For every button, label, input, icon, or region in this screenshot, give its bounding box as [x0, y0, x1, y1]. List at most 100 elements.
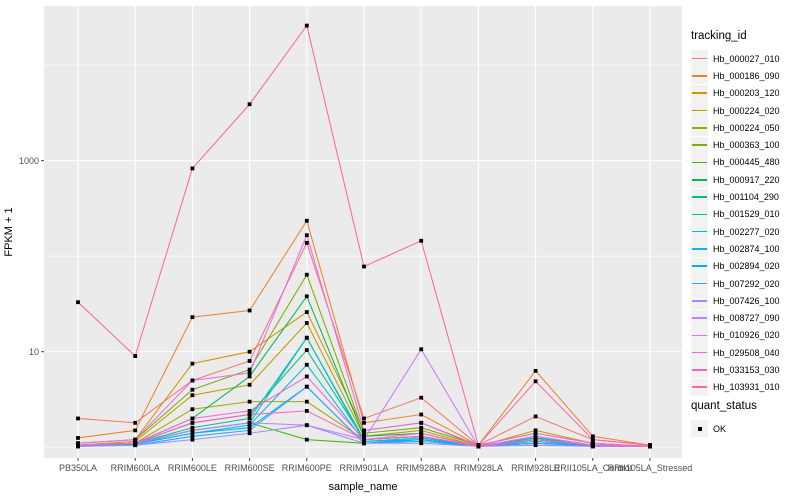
legend-key-Hb_000203_120: [691, 84, 708, 102]
data-point: [362, 428, 366, 433]
data-point: [590, 437, 595, 442]
legend-key-Hb_002277_020: [691, 223, 708, 241]
data-point: [419, 425, 424, 430]
data-point: [133, 420, 138, 425]
data-point: [133, 354, 138, 358]
x-tick-label-RRIM600PE: RRIM600PE: [281, 463, 332, 473]
legend-item-Hb_007292_020: Hb_007292_020: [691, 275, 799, 292]
legend-item-Hb_010926_020: Hb_010926_020: [691, 326, 799, 344]
data-point: [247, 408, 252, 413]
data-point: [304, 240, 309, 245]
x-tick-label-RRII105LA_Control: RRII105LA_Control: [553, 463, 632, 473]
data-point: [247, 370, 252, 375]
data-point: [247, 428, 252, 433]
line-swatch-icon: [692, 386, 707, 389]
legend-key-Hb_001104_290: [691, 188, 708, 206]
legend-item-Hb_000203_120: Hb_000203_120: [691, 84, 799, 102]
data-point: [76, 436, 80, 440]
data-point: [304, 399, 309, 404]
data-point: [304, 321, 309, 325]
data-point: [76, 416, 80, 421]
legend-item-Hb_002894_020: Hb_002894_020: [691, 257, 799, 275]
line-swatch-icon: [692, 178, 707, 181]
legend-quant-status-title: quant_status: [691, 400, 757, 412]
legend-item-label: Hb_000224_050: [713, 122, 780, 133]
legend-key-Hb_103931_010: [691, 378, 708, 396]
legend-item-label: Hb_007426_100: [713, 295, 780, 306]
legend-tracking-id-title: tracking_id: [691, 30, 747, 42]
data-point: [304, 233, 309, 238]
data-point: [190, 315, 195, 320]
legend-item-label: Hb_001104_290: [713, 192, 779, 203]
x-tick-label-RRIM600LA: RRIM600LA: [110, 463, 160, 473]
data-point: [362, 437, 366, 442]
legend-item-label: Hb_000917_220: [713, 174, 780, 185]
data-point: [304, 362, 309, 367]
data-point: [419, 420, 424, 425]
legend-item-Hb_000363_100: Hb_000363_100: [691, 136, 799, 154]
data-point: [247, 367, 252, 372]
x-tick-label-RRII105LA_Stressed: RRII105LA_Stressed: [607, 463, 693, 473]
data-point: [362, 416, 366, 421]
legend-item-Hb_103931_010: Hb_103931_010: [691, 378, 799, 396]
legend-tracking-id: tracking_id Hb_000027_010 Hb_000186_090 Hb…: [691, 30, 799, 396]
legend-key-Hb_000224_020: [691, 102, 708, 120]
legend-key-Hb_002874_100: [691, 240, 708, 258]
data-point: [533, 428, 538, 433]
data-point: [590, 434, 595, 439]
line-swatch-icon: [692, 282, 707, 285]
legend-item-label: Hb_000445_480: [713, 157, 780, 168]
legend-item-label: Hb_001529_010: [713, 209, 780, 220]
legend-item-Hb_000186_090: Hb_000186_090: [691, 67, 799, 85]
legend-key-Hb_010926_020: [691, 326, 708, 344]
legend-key-Hb_008727_090: [691, 309, 708, 327]
data-point: [247, 425, 252, 430]
data-point: [190, 431, 195, 436]
line-swatch-icon: [692, 334, 707, 337]
data-point: [419, 431, 424, 436]
data-point: [304, 348, 309, 352]
x-axis-title: sample_name: [328, 481, 398, 493]
data-point: [190, 434, 195, 439]
line-swatch-icon: [692, 213, 707, 216]
data-point: [304, 294, 309, 299]
data-point: [247, 308, 252, 313]
filled-square-point-icon: [697, 426, 702, 431]
legend-item-label: Hb_002874_100: [713, 243, 780, 254]
legend-key-ok: [691, 420, 708, 438]
legend-item-label: Hb_029508_040: [713, 347, 780, 358]
legend-key-Hb_000027_010: [691, 50, 708, 68]
x-tick-label-RRIM600LE: RRIM600LE: [167, 463, 217, 473]
legend-key-Hb_000363_100: [691, 136, 708, 154]
legend-item-ok-label: OK: [713, 423, 727, 434]
data-point: [648, 443, 652, 448]
data-point: [304, 374, 309, 379]
data-point: [476, 443, 481, 448]
data-point: [419, 347, 424, 352]
legend-key-Hb_001529_010: [691, 205, 708, 223]
data-point: [190, 437, 195, 442]
data-point: [533, 431, 538, 436]
data-point: [533, 443, 538, 448]
data-point: [190, 361, 195, 366]
data-point: [133, 437, 138, 442]
y-axis-title: FPKM + 1: [3, 207, 15, 257]
data-point: [304, 408, 309, 413]
data-point: [533, 414, 538, 419]
legend-quant-status: quant_status OK: [691, 400, 799, 438]
data-point: [304, 23, 309, 28]
line-swatch-icon: [692, 75, 707, 77]
data-point: [247, 399, 252, 404]
legend-key-Hb_029508_040: [691, 344, 708, 362]
line-swatch-icon: [692, 230, 707, 233]
legend-item-Hb_000027_010: Hb_000027_010: [691, 50, 799, 68]
data-point: [133, 443, 138, 448]
data-point: [247, 382, 252, 387]
legend-item-label: Hb_033153_030: [713, 364, 780, 375]
data-point: [190, 407, 195, 412]
line-swatch-icon: [692, 144, 707, 146]
data-point: [190, 393, 195, 398]
data-point: [190, 428, 195, 433]
data-point: [247, 420, 252, 425]
legend-key-Hb_007292_020: [691, 275, 708, 292]
